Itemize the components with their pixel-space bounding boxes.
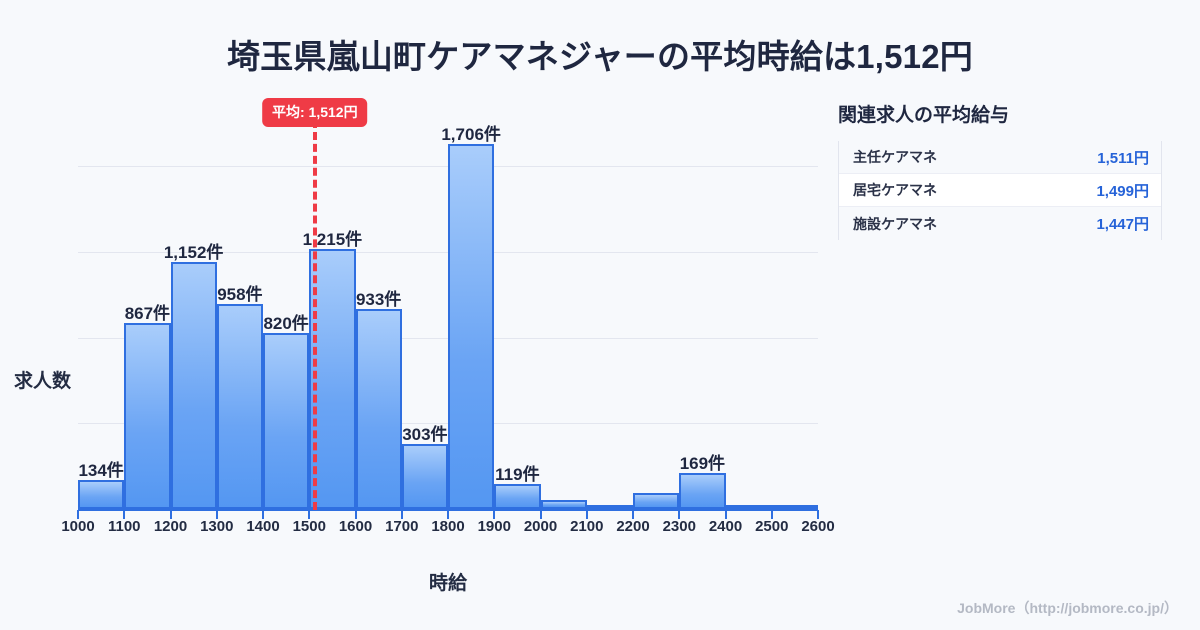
bar [124, 323, 171, 509]
footer-attribution: JobMore（http://jobmore.co.jp/） [957, 600, 1178, 616]
bar-value-label: 933件 [355, 290, 402, 310]
bar [725, 505, 772, 509]
x-tick-label: 2600 [801, 518, 835, 535]
bar [679, 472, 726, 509]
x-tick-label: 1700 [385, 518, 419, 535]
x-tick [817, 510, 819, 519]
bar [309, 248, 356, 509]
related-salary-title: 関連求人の平均給与 [838, 105, 1010, 126]
bar [771, 505, 818, 509]
bar [494, 483, 541, 509]
x-tick-label: 1100 [107, 518, 141, 535]
average-marker-line [312, 120, 317, 510]
bar-value-label: 1,706件 [441, 124, 501, 144]
bar [170, 262, 217, 509]
x-tick [77, 510, 79, 519]
x-tick-label: 2500 [755, 518, 789, 535]
x-tick [262, 510, 264, 519]
bar [633, 492, 680, 509]
x-tick [678, 510, 681, 519]
bar-value-label: 1,152件 [163, 243, 224, 263]
page-title: 埼玉県嵐山町ケアマネジャーの平均時給は1,512円 [227, 38, 973, 75]
x-tick-label: 1400 [246, 518, 280, 535]
bar-value-label: 303件 [402, 425, 448, 445]
related-salary-row: 主任ケアマネ 1,511円 [839, 141, 1161, 174]
x-tick-label: 1500 [292, 518, 326, 535]
bar-series [78, 90, 818, 510]
bar [448, 143, 495, 509]
x-tick-label: 2000 [523, 518, 558, 535]
x-tick-label: 1300 [200, 518, 234, 535]
x-tick [215, 510, 218, 519]
bar-value-label: 169件 [679, 453, 726, 473]
bar-value-label: 134件 [78, 461, 124, 481]
bar-value-label: 958件 [217, 284, 263, 304]
bar-value-label: 1,215件 [302, 229, 363, 249]
x-tick-label: 2200 [616, 518, 650, 535]
x-tick [724, 510, 727, 519]
bar-value-label: 820件 [263, 314, 309, 334]
x-tick [169, 510, 172, 519]
x-tick-label: 1000 [61, 518, 95, 535]
bar [78, 480, 125, 509]
bar [263, 333, 310, 509]
related-salary-table: 主任ケアマネ 1,511円居宅ケアマネ 1,499円施設ケアマネ 1,447円 [838, 141, 1162, 240]
x-axis-title: 時給 [428, 573, 467, 594]
x-tick-label: 2400 [708, 518, 743, 535]
x-tick-label: 1900 [477, 518, 511, 535]
x-tick [447, 510, 449, 519]
x-tick [308, 510, 311, 519]
x-tick-label: 1600 [338, 518, 373, 535]
related-salary-row: 施設ケアマネ 1,447円 [839, 207, 1161, 240]
bar-value-label: 867件 [124, 304, 171, 324]
x-tick [400, 510, 403, 519]
bar [216, 303, 263, 509]
related-salary-panel: 関連求人の平均給与 主任ケアマネ 1,511円居宅ケアマネ 1,499円施設ケアマネ… [838, 100, 1168, 240]
x-tick [770, 510, 773, 519]
x-tick [123, 510, 126, 519]
related-salary-row-label: 施設ケアマネ [853, 215, 937, 232]
x-tick-label: 2300 [662, 518, 696, 535]
related-salary-row-label: 主任ケアマネ [853, 149, 937, 165]
plot-area: 134件 867件 1,152件 958件 820件 1,215件 933件 303件 1,70… [61, 90, 835, 535]
x-tick [585, 510, 588, 519]
bar [540, 500, 587, 509]
x-tick [632, 510, 634, 519]
bar [355, 309, 402, 509]
x-tick-label: 1200 [153, 518, 188, 535]
y-axis-title: 求人数 [14, 371, 72, 392]
related-salary-row-label: 居宅ケアマネ [853, 182, 937, 198]
bar [401, 444, 448, 509]
related-salary-row: 居宅ケアマネ 1,499円 [839, 174, 1161, 207]
x-tick-label: 2100 [570, 518, 604, 535]
related-salary-row-value: 1,511円 [1097, 149, 1149, 167]
bar-value-label: 119件 [495, 464, 540, 484]
average-badge: 平均: 1,512円 [262, 98, 368, 127]
related-salary-row-value: 1,499円 [1096, 182, 1149, 200]
x-tick [493, 510, 496, 519]
x-tick [354, 510, 357, 519]
related-salary-row-value: 1,447円 [1096, 216, 1149, 233]
x-tick-label: 1800 [431, 518, 465, 535]
x-tick [539, 510, 542, 519]
bar [586, 505, 633, 509]
histogram-chart: 求人数 時給 134件 867件 1,152件 958件 820件 1,215件 933件 3… [0, 90, 835, 610]
